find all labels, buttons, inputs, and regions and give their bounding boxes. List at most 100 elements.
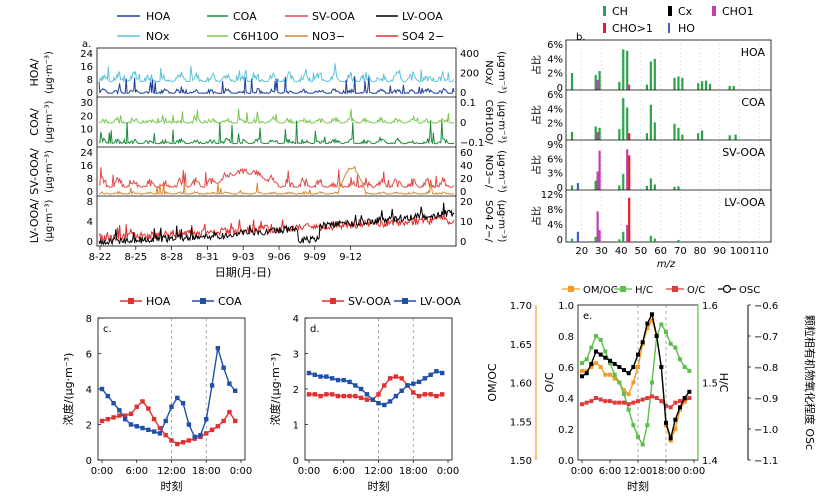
left-axis-title: HOA/ <box>28 58 41 86</box>
om-oc-tick-label: 1.50 <box>510 456 532 467</box>
legend-ho: HO <box>678 22 695 35</box>
data-point <box>198 432 203 438</box>
data-point <box>146 427 151 433</box>
data-point <box>440 370 445 376</box>
data-point <box>650 318 654 323</box>
spectrum-bar <box>596 211 599 242</box>
legend-ch-swatch <box>603 6 606 16</box>
x-axis-title: m/z <box>657 259 676 270</box>
o-c-axis-title: O/C <box>543 372 556 392</box>
series-line <box>101 400 236 445</box>
data-point <box>370 397 375 402</box>
o-c-tick-label: 0.8 <box>558 332 574 343</box>
x-tick-label: 12:00 <box>624 466 653 477</box>
data-point <box>221 365 226 370</box>
data-point <box>428 392 433 397</box>
data-point <box>645 423 650 428</box>
data-point <box>157 431 163 436</box>
x-axis-title: 日期(月-日) <box>215 266 272 279</box>
spectrum-bar <box>645 185 649 190</box>
right-tick-label: 10 <box>460 217 473 228</box>
x-tick-label: 18:00 <box>399 466 428 477</box>
data-point <box>589 345 594 350</box>
data-point <box>306 370 312 376</box>
data-point <box>364 392 370 397</box>
spectrum-bar <box>626 149 629 190</box>
y-tick-label: 8% <box>547 205 563 216</box>
data-point <box>687 368 692 373</box>
data-point <box>584 371 589 376</box>
os-c-tick-label: −0.6 <box>754 301 778 312</box>
left-tick-label: 24 <box>80 148 93 159</box>
coa-trace <box>98 120 455 145</box>
data-point <box>329 392 335 397</box>
data-point <box>673 417 678 422</box>
spectrum-bar <box>622 173 625 190</box>
data-point <box>105 416 110 422</box>
data-point <box>608 358 612 363</box>
spectrum-bar <box>649 178 652 190</box>
data-point <box>608 399 612 404</box>
data-point <box>598 397 603 402</box>
data-point <box>631 400 636 405</box>
x-tick-label: 12:00 <box>157 466 186 477</box>
data-point <box>584 368 589 373</box>
os-c-tick-label: −0.8 <box>754 363 778 374</box>
data-point <box>664 420 668 425</box>
right-axis-unit: (μg·m⁻³) <box>496 150 507 193</box>
data-point <box>687 396 692 400</box>
spectrum-bar <box>681 134 684 140</box>
spectrum-bar <box>677 76 680 90</box>
y-tick-label: 9% <box>547 140 563 151</box>
left-tick-label: 10 <box>80 125 93 136</box>
legend-swatch-marker <box>672 286 678 292</box>
right-tick-label: −0.1 <box>460 138 484 149</box>
data-point <box>584 400 589 405</box>
c6h10o-trace <box>98 108 455 125</box>
panel-a-label: a. <box>82 39 91 50</box>
x-tick-label: 0:00 <box>437 466 459 477</box>
spectrum-bar <box>598 150 601 190</box>
right-tick-label: 20 <box>460 197 473 208</box>
spectrum-bar <box>622 231 625 242</box>
spectrum-bar <box>598 230 601 242</box>
h-c-tick-label: 1.5 <box>702 379 718 390</box>
spectrum-bar <box>594 180 597 190</box>
data-point <box>128 411 134 417</box>
data-point <box>382 383 387 388</box>
spectrum-bar <box>576 183 580 190</box>
legend-ch: CH <box>612 5 628 18</box>
data-point <box>151 416 157 422</box>
legend-swatch-marker <box>402 298 408 304</box>
legend-cho1: CHO1 <box>722 5 754 18</box>
data-point <box>580 374 584 379</box>
spectrum-bar <box>653 184 656 190</box>
data-point <box>169 404 174 409</box>
data-point <box>617 400 622 405</box>
data-point <box>631 423 636 428</box>
legend-nox: NOx <box>146 30 170 43</box>
legend-cho1-swatch <box>712 6 716 16</box>
timeseries-panel: 8-22 8-25 8-28 8-31 9-03 9-06 9-09 9-12 日期(月-日) 2… <box>28 47 507 279</box>
data-point <box>329 376 335 381</box>
legend-label: H/C <box>635 285 653 296</box>
legend-coa: COA <box>233 10 257 23</box>
data-point <box>117 408 122 413</box>
data-point <box>411 381 416 386</box>
right-tick-label: 0 <box>460 187 466 198</box>
os-c-tick-label: −0.9 <box>754 394 778 405</box>
y-tick-label: 3 <box>293 350 299 361</box>
data-point <box>617 380 622 385</box>
data-point <box>411 390 416 395</box>
series-line <box>308 370 443 406</box>
spectrum-bar <box>697 83 700 90</box>
left-axis-title: COA/ <box>28 108 41 136</box>
data-point <box>687 389 692 394</box>
x-tick-label: 0:00 <box>91 466 113 477</box>
y-axis-title: 占比 <box>530 206 543 226</box>
spectrum-bar <box>628 133 631 140</box>
data-point <box>622 368 626 373</box>
y-tick-label: 1 <box>293 421 299 432</box>
x-tick-label: 6:00 <box>599 466 621 477</box>
spectrum-bar <box>649 235 652 242</box>
